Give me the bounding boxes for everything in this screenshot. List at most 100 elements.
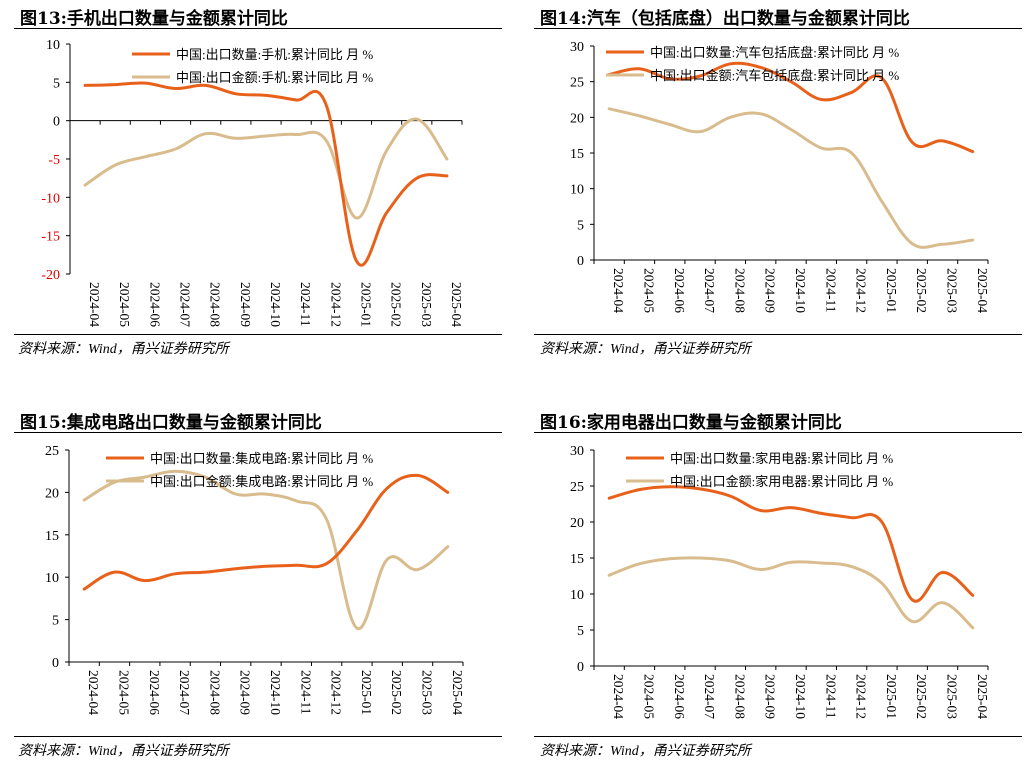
fig13-series-quantity-point xyxy=(84,84,86,86)
fig15-series-quantity-point xyxy=(204,571,206,573)
fig15-series-quantity-point xyxy=(174,573,176,575)
fig15-top-rule xyxy=(14,432,502,433)
fig13-legend-label: 中国:出口数量:手机:累计同比 月 % xyxy=(176,47,373,62)
fig13-y-tick-label: -10 xyxy=(41,191,60,206)
fig14-series-value-point xyxy=(760,113,762,115)
fig14-series-quantity-point xyxy=(729,63,731,65)
fig16-x-tick-label: 2024-11 xyxy=(823,674,838,719)
fig15-series-value-point xyxy=(416,568,418,570)
fig15-series-quantity-point xyxy=(83,588,85,590)
fig13-y-tick-label: 0 xyxy=(53,115,60,130)
fig16-series-value-point xyxy=(850,565,852,567)
fig13-series-value-point xyxy=(265,135,267,137)
fig14-series-quantity-point xyxy=(911,141,913,143)
fig14-x-tick-label: 2024-09 xyxy=(763,268,778,313)
fig13-series-value-point xyxy=(235,137,237,139)
fig13-x-tick-label: 2025-01 xyxy=(358,282,373,327)
fig13-x-tick-label: 2024-12 xyxy=(328,282,343,327)
fig14-x-tick-label: 2024-06 xyxy=(672,268,687,313)
fig16-series-quantity-line xyxy=(607,485,975,603)
fig14-series-value-point xyxy=(850,152,852,154)
fig13-series-quantity-point xyxy=(235,93,237,95)
fig15-y-tick-label: 10 xyxy=(45,571,59,586)
fig16-y-tick-label: 5 xyxy=(577,624,584,639)
fig16-y-tick-label: 30 xyxy=(570,444,584,459)
fig16-legend-label: 中国:出口金额:家用电器:累计同比 月 % xyxy=(670,474,893,489)
fig14-series-value-point xyxy=(699,130,701,132)
fig14-x-tick-label: 2024-05 xyxy=(641,268,656,313)
fig13-x-tick-label: 2024-06 xyxy=(147,282,162,327)
fig15-source: 资料来源：Wind，甬兴证券研究所 xyxy=(18,744,229,759)
fig16-x-tick-label: 2025-01 xyxy=(884,674,899,719)
fig13-top-rule xyxy=(14,28,502,29)
fig15-series-quantity-point xyxy=(265,565,267,567)
fig16-x-tick-label: 2024-04 xyxy=(611,674,626,719)
fig14-x-tick-label: 2025-03 xyxy=(945,268,960,313)
fig14-series-quantity-point xyxy=(941,140,943,142)
fig14-y-tick-label: 10 xyxy=(570,183,584,198)
fig15-series-quantity-point xyxy=(447,491,449,493)
fig16-source: 资料来源：Wind，甬兴证券研究所 xyxy=(540,744,751,759)
fig16-series-quantity-point xyxy=(760,509,762,511)
fig16-chart: 30 25 20 15 10 5 0 2024-04 2024-05 2024-06 2024-07… xyxy=(570,444,990,719)
fig16-series-value-point xyxy=(972,627,974,629)
fig13-title: 图13:手机出口数量与金额累计同比 xyxy=(20,9,288,29)
fig14-series-value-point xyxy=(608,108,610,110)
fig13-x-tick-label: 2024-08 xyxy=(208,282,223,327)
fig13-y-tick-label: 5 xyxy=(53,76,60,91)
fig16-x-tick-label: 2024-12 xyxy=(854,674,869,719)
fig13-x-tick-label: 2024-07 xyxy=(178,282,193,327)
fig14-legend-label: 中国:出口金额:汽车包括底盘:累计同比 月 % xyxy=(650,68,899,83)
fig13-source: 资料来源：Wind，甬兴证券研究所 xyxy=(18,342,229,357)
fig15-x-tick-label: 2025-03 xyxy=(420,670,435,715)
fig15-series-quantity-line xyxy=(82,473,450,591)
fig16-series-value-point xyxy=(608,574,610,576)
fig15-series-quantity-point xyxy=(144,579,146,581)
fig15-x-tick-label: 2024-05 xyxy=(116,670,131,715)
fig15-y-tick-label: 20 xyxy=(45,486,59,501)
fig16-series-quantity-point xyxy=(638,488,640,490)
fig16-y-tick-label: 20 xyxy=(570,516,584,531)
fig15-x-tick-label: 2024-09 xyxy=(238,670,253,715)
fig15-series-value-line xyxy=(82,469,450,630)
fig14-series-value-point xyxy=(972,239,974,241)
fig13-bottom-rule xyxy=(14,334,502,335)
fig13-series-quantity-point xyxy=(355,260,357,262)
fig15-series-value-point xyxy=(447,546,449,548)
fig14-series-value-point xyxy=(941,243,943,245)
fig13-x-tick-label: 2024-09 xyxy=(238,282,253,327)
fig15-legend-label: 中国:出口数量:集成电路:累计同比 月 % xyxy=(150,451,373,466)
fig15-x-tick-label: 2024-08 xyxy=(207,670,222,715)
fig14-y-tick-label: 0 xyxy=(577,254,584,269)
fig14-y-tick-label: 30 xyxy=(570,40,584,55)
fig13-series-quantity-point xyxy=(144,82,146,84)
fig14-y-tick-label: 25 xyxy=(570,76,584,91)
fig15-x-tick-label: 2024-12 xyxy=(329,670,344,715)
fig13-series-quantity-point xyxy=(174,87,176,89)
fig16-x-tick-label: 2025-04 xyxy=(975,674,990,719)
fig13-x-tick-label: 2024-04 xyxy=(87,282,102,327)
fig16-y-tick-label: 0 xyxy=(577,660,584,675)
fig16-y-tick-label: 15 xyxy=(570,552,584,567)
fig14-x-tick-label: 2025-04 xyxy=(975,268,990,313)
fig13-series-quantity-point xyxy=(416,177,418,179)
fig16-series-value-point xyxy=(820,562,822,564)
fig13-series-value-point xyxy=(325,139,327,141)
fig16-series-quantity-point xyxy=(790,506,792,508)
fig16-y-tick-label: 25 xyxy=(570,480,584,495)
fig15-title: 图15:集成电路出口数量与金额累计同比 xyxy=(20,413,322,433)
fig16-series-value-point xyxy=(881,582,883,584)
fig14-series-value-point xyxy=(638,115,640,117)
fig15-series-quantity-point xyxy=(416,474,418,476)
fig14-series-value-point xyxy=(911,242,913,244)
fig14-x-tick-label: 2024-08 xyxy=(732,268,747,313)
fig13-x-tick-label: 2024-05 xyxy=(117,282,132,327)
fig14-series-quantity-point xyxy=(850,91,852,93)
fig13-y-tick-label: -5 xyxy=(48,153,60,168)
fig14-series-quantity-point xyxy=(638,68,640,70)
fig14-bottom-rule xyxy=(534,334,1022,335)
fig15-series-value-point xyxy=(265,493,267,495)
fig16-series-quantity-point xyxy=(729,495,731,497)
fig16-series-quantity-point xyxy=(608,497,610,499)
fig13-series-quantity-line xyxy=(83,81,449,267)
